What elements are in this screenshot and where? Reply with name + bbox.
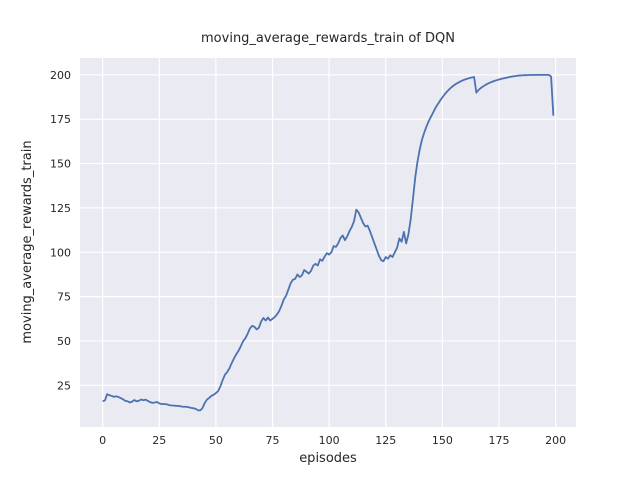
x-tick-label: 50	[209, 434, 223, 447]
y-tick-label: 125	[50, 202, 71, 215]
x-tick-label: 100	[319, 434, 340, 447]
x-tick-label: 150	[432, 434, 453, 447]
x-tick-label: 175	[488, 434, 509, 447]
y-tick-label: 50	[57, 335, 71, 348]
y-tick-label: 100	[50, 246, 71, 259]
y-tick-label: 150	[50, 158, 71, 171]
x-tick-label: 25	[152, 434, 166, 447]
x-tick-label: 200	[545, 434, 566, 447]
x-tick-label: 75	[266, 434, 280, 447]
x-tick-label: 125	[375, 434, 396, 447]
y-tick-label: 75	[57, 291, 71, 304]
reward-line-series	[102, 73, 555, 412]
y-axis-label: moving_average_rewards_train	[20, 140, 35, 344]
chart-title: moving_average_rewards_train of DQN	[201, 31, 455, 46]
y-tick-label: 200	[50, 69, 71, 82]
y-tick-label: 175	[50, 113, 71, 126]
y-tick-label: 25	[57, 379, 71, 392]
plot-background	[80, 58, 576, 427]
x-axis-label: episodes	[299, 451, 357, 466]
x-tick-label: 0	[99, 434, 106, 447]
